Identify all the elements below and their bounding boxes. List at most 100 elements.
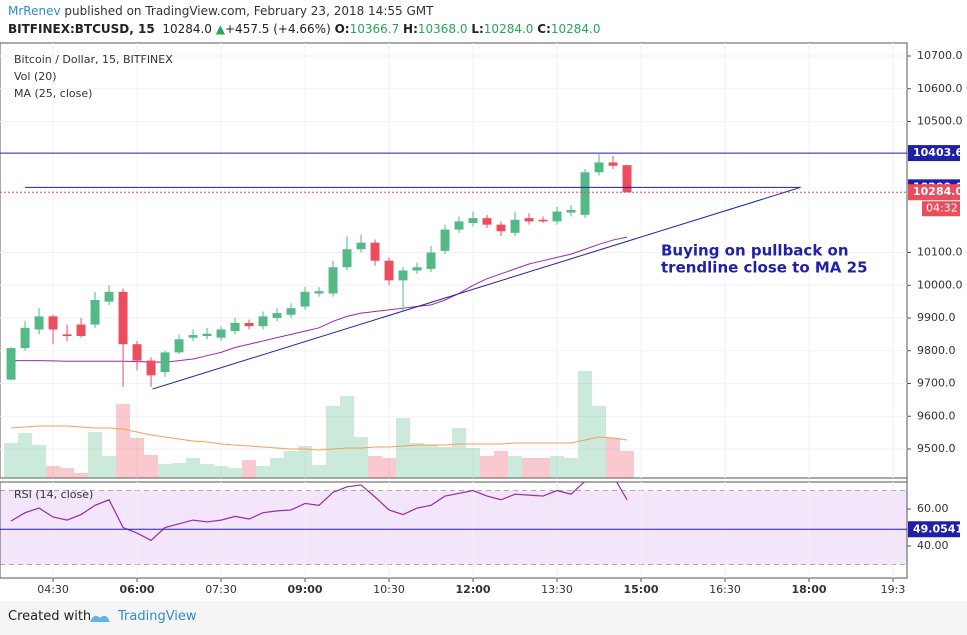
candle-body — [594, 162, 604, 173]
candle-body — [566, 209, 576, 213]
candle-body — [426, 252, 436, 269]
volume-ma — [11, 425, 628, 451]
quote-line: BITFINEX:BTCUSD, 15 10284.0 ▲+457.5 (+4.… — [8, 22, 600, 36]
volume-bar — [214, 466, 229, 478]
candle-body — [356, 242, 366, 250]
volume-bar — [158, 464, 173, 478]
candle-body — [48, 316, 58, 330]
y-tick-label: 10100.0 — [917, 246, 963, 259]
x-tick-label: 06:00 — [120, 583, 155, 596]
candle-body — [510, 219, 520, 233]
volume-bar — [270, 458, 285, 478]
candle-body — [468, 218, 478, 224]
volume-bar — [284, 451, 299, 478]
volume-bar — [424, 445, 439, 478]
volume-bar — [620, 451, 635, 478]
countdown-tag — [922, 201, 960, 217]
price-tag — [908, 145, 960, 162]
trendline — [152, 186, 801, 390]
candle-body — [496, 224, 506, 232]
price-tag-label: 10403.6 — [913, 146, 963, 159]
volume-bar — [88, 432, 103, 478]
ma-line — [11, 236, 628, 363]
volume-bar — [354, 437, 369, 478]
volume-bar — [200, 464, 215, 478]
volume-bar — [536, 458, 551, 478]
legend-volume: Vol (20) — [14, 70, 57, 83]
candle-body — [440, 229, 450, 251]
l-label: L: — [471, 22, 484, 36]
volume-bar — [256, 466, 271, 478]
volume-bar — [592, 406, 607, 478]
candle-body — [286, 308, 296, 315]
volume-bar — [480, 456, 495, 478]
volume-bar — [396, 418, 411, 478]
volume-bar — [522, 458, 537, 478]
y-tick-label: 40.00 — [917, 539, 949, 552]
volume-bar — [564, 458, 579, 478]
volume-bar — [130, 438, 145, 478]
volume-bar — [102, 456, 117, 478]
o: 10366.7 — [349, 22, 400, 36]
volume-bar — [18, 433, 33, 478]
annotation: Buying on pullback on — [661, 242, 849, 260]
volume-bar — [410, 443, 425, 478]
legend-ma: MA (25, close) — [14, 87, 92, 100]
candle-body — [188, 335, 198, 338]
y-tick-label: 10600.0 — [917, 82, 963, 95]
x-tick-label: 18:00 — [791, 583, 826, 596]
chart: 04:30 06:00 07:30 09:00 10:30 12:00 13:30 15:00… — [0, 42, 963, 596]
y-tick-label: 10700.0 — [917, 49, 963, 62]
volume-bar — [60, 468, 75, 478]
volume-bar — [186, 458, 201, 478]
last: 10284.0 — [162, 22, 212, 36]
c: 10284.0 — [550, 22, 601, 36]
rsi-band — [0, 490, 907, 565]
volume-bar — [312, 465, 327, 478]
volume-bar — [144, 455, 159, 478]
x-tick-label: 04:30 — [37, 583, 69, 596]
volume-bar — [578, 371, 593, 478]
candle-body — [300, 291, 310, 307]
candle-body — [524, 218, 534, 222]
y-tick-label: 9600.0 — [917, 409, 956, 422]
candle-body — [384, 260, 394, 281]
candle-body — [580, 172, 590, 215]
volume-bar — [466, 448, 481, 478]
candle-body — [552, 211, 562, 222]
candle-body — [132, 344, 142, 361]
x-tick-label: 12:00 — [456, 583, 491, 596]
y-tick-label: 10000.0 — [917, 278, 963, 291]
volume-bar — [452, 428, 467, 478]
y-tick-label: 60.00 — [917, 502, 949, 515]
brand[interactable]: TradingView — [118, 609, 197, 624]
volume-bar — [242, 460, 257, 478]
rsi-plot — [10, 482, 628, 542]
header-line: MrRenev published on TradingView.com, Fe… — [8, 4, 433, 18]
y-tick-label: 10500.0 — [917, 115, 963, 128]
candle-body — [20, 327, 30, 349]
countdown: 04:32 — [926, 202, 958, 215]
published: published on TradingView.com, February 2… — [64, 4, 434, 18]
volume-bar — [32, 445, 47, 478]
price-tag-label: 10284.0 — [913, 185, 963, 198]
volume-bar — [46, 466, 61, 478]
candle-body — [174, 339, 184, 353]
price-tag — [908, 521, 960, 538]
candle-body — [216, 329, 226, 338]
candle-body — [398, 270, 408, 281]
candle-body — [76, 324, 86, 337]
candle-body — [454, 221, 464, 230]
price-plot — [0, 152, 907, 478]
x-tick-label: 07:30 — [205, 583, 237, 596]
volume-bar — [228, 468, 243, 478]
volume-bar — [74, 473, 89, 478]
volume-bar — [172, 463, 187, 478]
candle-body — [104, 291, 114, 302]
candle-body — [412, 267, 422, 271]
author[interactable]: MrRenev — [8, 4, 61, 18]
price-pane — [0, 42, 908, 479]
y-tick-label: 9500.0 — [917, 442, 956, 455]
y-tick-label: 9800.0 — [917, 344, 956, 357]
